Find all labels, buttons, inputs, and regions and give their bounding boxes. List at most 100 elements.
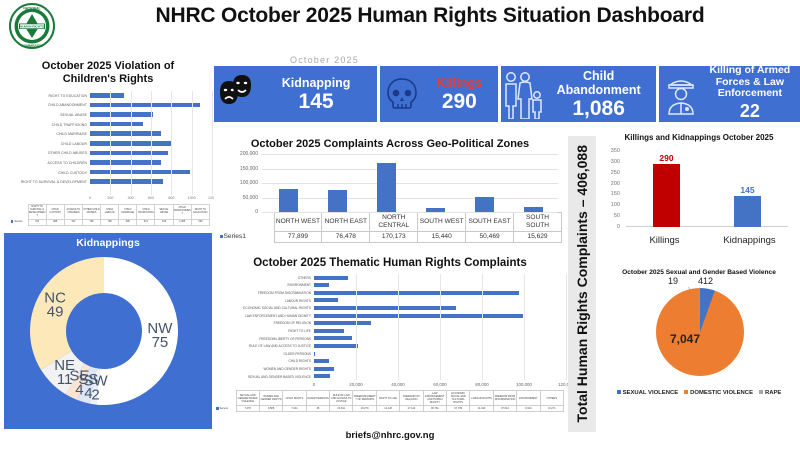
children-rights-axis-tick: 200	[107, 196, 114, 200]
zones-chart-card: October 2025 Complaints Across Geo-Polit…	[214, 136, 566, 252]
thematic-bar	[314, 359, 330, 364]
sgbv-pie-card: October 2025 Sexual and Gender Based Vio…	[600, 266, 798, 430]
children-rights-bar-row: OTHER CHILD ABUSES	[4, 149, 212, 159]
page-title: NHRC October 2025 Human Rights Situation…	[155, 4, 705, 27]
thematic-bar	[314, 321, 371, 326]
thematic-table-cell: 6,944	[516, 405, 541, 413]
kpi-row: Kidnapping 145 Killings 290	[214, 66, 800, 122]
children-table-header: OTHER CHILD ABUSES	[81, 204, 102, 220]
gridline	[262, 168, 558, 170]
zones-y-tick: 50,000	[242, 194, 258, 201]
thematic-bar-row: OTHERS	[214, 274, 566, 282]
children-table-cell: 521	[136, 218, 156, 226]
children-rights-bar-label: RIGHT TO SURVIVAL & DEVELOPMENT	[20, 180, 87, 185]
kpi-card-killing-armed-forces[interactable]: Killing of Armed Forces & Law Enforcemen…	[658, 66, 800, 122]
children-rights-bar-track	[90, 168, 212, 178]
zones-y-tick: 100,000	[239, 180, 258, 186]
thematic-bar-track	[314, 327, 566, 335]
thematic-table-header: LABOUR RIGHTS	[469, 390, 494, 407]
donut-slice[interactable]	[77, 366, 97, 404]
thematic-axis-tick: 80,000	[475, 382, 489, 388]
zones-table-cell: 170,173	[369, 231, 419, 243]
sgbv-pie-chart	[656, 288, 744, 376]
zones-bar-column	[264, 154, 313, 212]
kpi-card-child-abandonment[interactable]: Child Abandonment 1,086	[500, 66, 656, 122]
zones-bar	[327, 189, 348, 212]
donut-slice-label: NW	[147, 320, 173, 337]
contact-email: briefs@nhrc.gov.ng	[345, 430, 435, 441]
donut-slice-value: 4	[84, 385, 92, 402]
donut-slice[interactable]	[41, 350, 85, 395]
kk-data-label: 145	[740, 184, 755, 195]
thematic-bar-label: LABOUR RIGHTS	[284, 298, 311, 303]
thematic-table-cell: 7,241	[282, 405, 307, 413]
children-table-header: CHILD LABOUR	[100, 204, 120, 220]
gridline	[151, 91, 152, 195]
children-table-header: RIGHT TO SURVIVAL & DEVELOPMENT	[27, 204, 47, 220]
zones-y-tick: 200,000	[239, 151, 258, 157]
gridline	[398, 274, 399, 381]
donut-slice[interactable]	[89, 368, 100, 405]
children-rights-bar-label: RIGHT TO EDUCATION	[48, 93, 87, 98]
children-table-header: SEXUAL ABUSE	[154, 204, 174, 220]
nhrc-logo-icon: HUMAN RIGHTS NATIONAL COMMISSION	[8, 2, 56, 50]
children-rights-bar	[90, 140, 171, 146]
sgbv-legend-item: RAPE	[759, 390, 781, 396]
kk-y-tick: 150	[610, 191, 620, 198]
kk-bar-column: 145	[707, 151, 788, 227]
thematic-table-header: ECONOMIC SOCIAL AND CULTURAL RIGHTS	[446, 390, 471, 407]
svg-text:COMMISSION: COMMISSION	[22, 44, 44, 48]
children-table-series-label: Series1	[6, 219, 28, 225]
zones-plot-area: 200,000 150,000 100,000 50,000 0	[218, 151, 562, 215]
kpi-card-killings[interactable]: Killings 290	[380, 66, 498, 122]
thematic-table-cell: 11,344	[469, 405, 494, 413]
thematic-table-cell: 99,761	[422, 405, 448, 413]
month-label: October 2025	[290, 55, 359, 65]
thematic-bar-label: FREEDOM/LIBERTY OF PERSONS	[259, 336, 311, 341]
thematic-table-cell: 18,279	[352, 405, 377, 413]
kk-y-tick: 0	[616, 224, 620, 230]
thematic-table-header: WOMEN AND GENDER RIGHTS	[258, 390, 284, 407]
gridline	[262, 183, 558, 184]
kk-bar	[733, 195, 762, 227]
donut-slice-label: SS	[78, 371, 98, 388]
gridline	[566, 274, 567, 381]
thematic-chart-card: October 2025 Thematic Human Rights Compl…	[214, 254, 574, 430]
children-table-cell: 695	[118, 218, 138, 226]
kpi-text: Kidnapping 145	[258, 76, 377, 113]
zones-bar	[278, 189, 299, 212]
children-rights-bar-label: CHILD LABOUR	[60, 141, 87, 146]
children-rights-bar-row: CHILD MARRIAGE	[4, 129, 212, 139]
children-rights-data-table: RIGHT TO SURVIVAL & DEVELOPMENT CHILD CUS…	[6, 204, 211, 226]
children-rights-bar-label: CHILD ABANDONMENT	[47, 103, 87, 108]
thematic-table-cell: 27,124	[399, 405, 424, 413]
zones-bar-column	[411, 154, 460, 212]
kpi-value: 145	[298, 89, 334, 113]
kk-y-tick: 250	[610, 169, 620, 176]
sgbv-legend-item: DOMESTIC VIOLENCE	[684, 390, 753, 396]
children-rights-bar	[90, 93, 125, 98]
thematic-table-series-label: Series1	[216, 406, 236, 412]
zones-table-header: SOUTH EAST	[465, 212, 515, 232]
thematic-data-table: SEXUAL AND GENDER BASED VIOLENCE WOMEN AN…	[216, 390, 565, 413]
kpi-card-kidnapping[interactable]: Kidnapping 145	[214, 66, 378, 122]
thematic-table-header: OLDER PERSONS	[305, 390, 331, 407]
thematic-table-cell: 9,588	[258, 405, 284, 413]
donut-slice-value: 4	[75, 381, 83, 398]
kpi-value: 1,086	[572, 96, 625, 120]
donut-slice[interactable]	[29, 257, 105, 370]
donut-slice[interactable]	[65, 363, 91, 401]
thematic-bar-track	[314, 373, 566, 381]
zones-bar-column	[509, 154, 558, 212]
thematic-bars: OTHERS ENVIRONMENT FREEDOM FROM DISCRIMINA…	[214, 274, 567, 381]
thematic-bar-row: LAW ENFORCEMENT AND HUMAN DIGNITY	[214, 312, 566, 320]
thematic-bar-row: SEXUAL AND GENDER BASED VIOLENCE	[214, 373, 566, 381]
thematic-bar-label: WOMEN AND GENDER RIGHTS	[263, 366, 311, 371]
donut-slice[interactable]	[95, 257, 179, 405]
children-rights-bar-label: CHILD MARRIAGE	[56, 132, 87, 137]
children-table-header: ACCESS TO CHILDREN	[63, 204, 83, 220]
children-rights-bar-label: ACCESS TO CHILDREN	[47, 160, 87, 165]
kk-data-label: 290	[659, 153, 674, 164]
zones-bar-column	[362, 154, 411, 212]
